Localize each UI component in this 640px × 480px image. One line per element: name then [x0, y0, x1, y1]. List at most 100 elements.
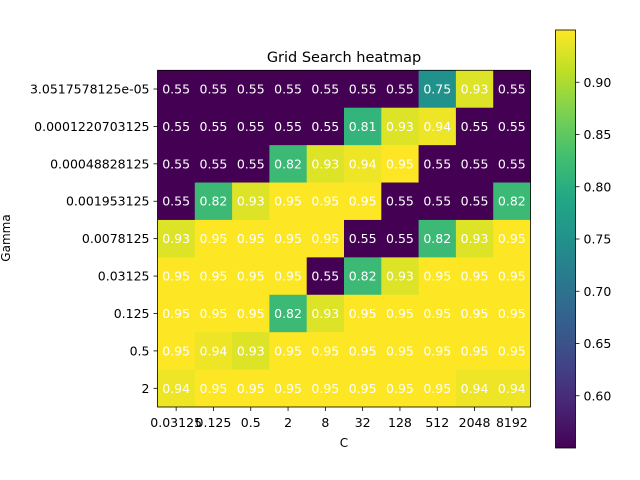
colorbar — [555, 29, 576, 449]
cell-value-label: 0.82 — [200, 194, 228, 209]
heatmap-cell — [157, 257, 196, 296]
heatmap-cell — [269, 332, 308, 370]
cell-value-label: 0.95 — [162, 306, 190, 321]
x-tick-label: 512 — [425, 415, 449, 430]
cell-value-label: 0.94 — [423, 119, 451, 134]
chart-title: Grid Search heatmap — [267, 50, 421, 66]
cell-value-label: 0.95 — [498, 343, 526, 358]
colorbar-tick-label: 0.75 — [584, 232, 612, 247]
cell-value-label: 0.55 — [237, 119, 265, 134]
cell-value-label: 0.55 — [386, 82, 414, 97]
colorbar-tick-label: 0.70 — [584, 284, 612, 299]
heatmap-cell — [232, 145, 270, 183]
x-tick-label: 2048 — [459, 415, 491, 430]
x-tick-label: 2 — [284, 415, 292, 430]
cell-value-label: 0.55 — [498, 82, 526, 97]
x-tick-label: 0.03125 — [150, 415, 202, 430]
cell-value-label: 0.95 — [274, 269, 302, 284]
cell-value-label: 0.55 — [423, 194, 451, 209]
heatmap-cell — [455, 182, 494, 221]
heatmap-cell — [381, 145, 419, 183]
heatmap-cell — [344, 219, 382, 258]
heatmap-cell — [232, 182, 270, 221]
cell-value-label: 0.55 — [461, 156, 489, 171]
heatmap-cell — [418, 182, 457, 221]
heatmap-cell — [418, 294, 457, 333]
cell-value-label: 0.95 — [311, 194, 339, 209]
heatmap-cell — [232, 107, 270, 146]
heatmap-cell — [493, 369, 531, 408]
cell-value-label: 0.93 — [237, 194, 265, 209]
heatmap-cell — [381, 182, 419, 221]
heatmap-cell — [344, 107, 382, 146]
heatmap-cell — [381, 70, 419, 109]
heatmap-cell — [306, 70, 345, 109]
cell-value-label: 0.95 — [423, 269, 451, 284]
heatmap-cell — [232, 70, 270, 109]
cell-value-label: 0.95 — [237, 306, 265, 321]
heatmap-cell — [194, 70, 233, 109]
cell-value-label: 0.55 — [237, 156, 265, 171]
cell-value-label: 0.95 — [311, 381, 339, 396]
colorbar-tick-label: 0.65 — [584, 336, 612, 351]
cell-value-label: 0.93 — [311, 306, 339, 321]
heatmap-cell — [418, 145, 457, 183]
y-tick-label: 0.125 — [114, 306, 150, 321]
heatmap-cell — [418, 219, 457, 258]
cell-value-label: 0.55 — [162, 156, 190, 171]
cell-value-label: 0.55 — [498, 119, 526, 134]
cell-value-label: 0.55 — [274, 82, 302, 97]
heatmap-cell — [418, 332, 457, 370]
heatmap-cell — [493, 182, 531, 221]
cell-value-label: 0.95 — [498, 269, 526, 284]
heatmap-cell — [455, 219, 494, 258]
cell-value-label: 0.82 — [498, 194, 526, 209]
y-tick-label: 0.5 — [130, 343, 150, 358]
heatmap-cell — [157, 332, 196, 370]
cell-value-label: 0.55 — [498, 156, 526, 171]
heatmap-cell — [493, 145, 531, 183]
heatmap-cell — [381, 332, 419, 370]
cell-value-label: 0.55 — [311, 269, 339, 284]
y-tick-label: 0.001953125 — [66, 194, 150, 209]
heatmap-cell — [344, 332, 382, 370]
heatmap-cell — [418, 369, 457, 408]
cell-value-label: 0.55 — [349, 231, 377, 246]
y-tick-label: 0.0078125 — [82, 231, 150, 246]
heatmap-cell — [493, 219, 531, 258]
heatmap-cell — [269, 369, 308, 408]
y-axis-ticks: 3.0517578125e-05 0.0001220703125 0.0004882… — [30, 82, 158, 396]
heatmap-cell — [269, 294, 308, 333]
heatmap-cell — [306, 332, 345, 370]
cell-value-label: 0.95 — [423, 306, 451, 321]
colorbar-tick-label: 0.60 — [584, 388, 612, 403]
y-tick-label: 3.0517578125e-05 — [30, 82, 150, 97]
heatmap-cell — [455, 257, 494, 296]
cell-value-label: 0.95 — [386, 343, 414, 358]
heatmap-cell — [157, 70, 196, 109]
cell-value-label: 0.95 — [498, 231, 526, 246]
heatmap-cell — [269, 182, 308, 221]
heatmap-cell — [232, 219, 270, 258]
cell-value-label: 0.55 — [200, 119, 228, 134]
cell-value-label: 0.93 — [461, 231, 489, 246]
heatmap-cell — [493, 332, 531, 370]
cell-value-label: 0.95 — [423, 381, 451, 396]
y-tick-label: 0.0001220703125 — [34, 119, 149, 134]
cell-value-label: 0.95 — [237, 381, 265, 396]
cell-value-label: 0.94 — [461, 381, 489, 396]
heatmap-cell — [493, 294, 531, 333]
cell-value-label: 0.55 — [423, 156, 451, 171]
heatmap-cell — [381, 219, 419, 258]
heatmap-cell — [493, 107, 531, 146]
cell-value-label: 0.94 — [200, 343, 228, 358]
cell-value-label: 0.55 — [162, 194, 190, 209]
heatmap-cell — [157, 182, 196, 221]
cell-value-label: 0.55 — [274, 119, 302, 134]
y-tick-label: 2 — [142, 381, 150, 396]
cell-value-label: 0.55 — [386, 231, 414, 246]
cell-value-label: 0.55 — [311, 119, 339, 134]
heatmap-cell — [194, 257, 233, 296]
cell-value-label: 0.82 — [349, 269, 377, 284]
cell-value-label: 0.95 — [386, 381, 414, 396]
